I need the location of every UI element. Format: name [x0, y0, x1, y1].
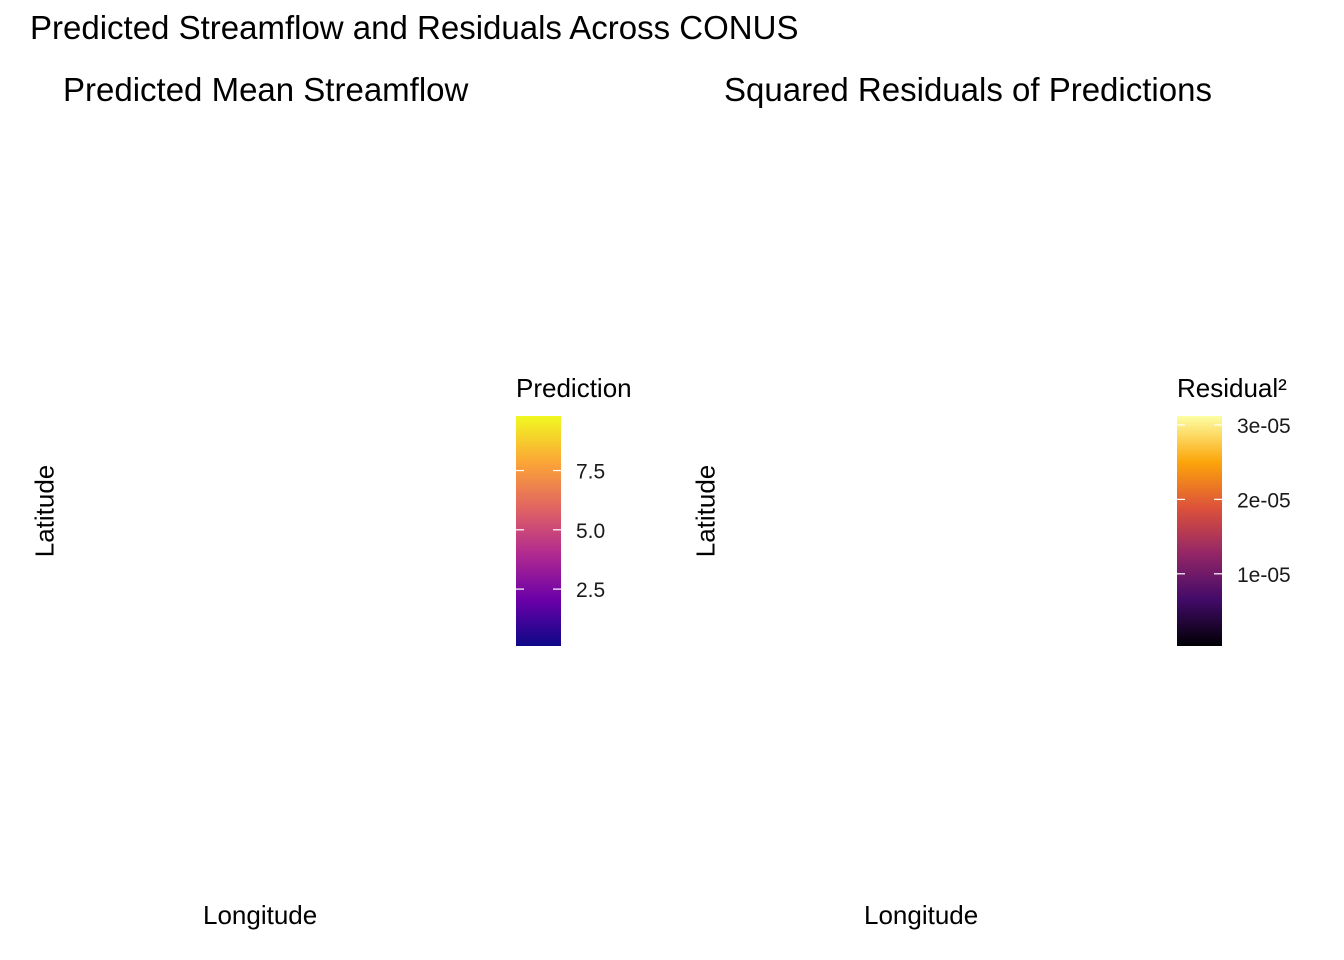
- colorbar-tick-label-residuals-2: 3e-05: [1237, 415, 1291, 438]
- legend-title-residuals: Residual²: [1177, 373, 1287, 403]
- panel-title-residuals: Squared Residuals of Predictions: [724, 71, 1212, 108]
- x-axis-label-residuals: Longitude: [864, 900, 979, 930]
- colorbar-tick-label-residuals-1: 2e-05: [1237, 489, 1291, 512]
- colorbar-tick-label-prediction-0: 2.5: [576, 579, 605, 602]
- colorbar-tick-label-prediction-1: 5.0: [576, 520, 605, 543]
- x-axis-label-prediction: Longitude: [203, 900, 318, 930]
- colorbar-residuals: [1177, 416, 1222, 646]
- colorbar-tick-label-residuals-0: 1e-05: [1237, 564, 1291, 587]
- panel-title-prediction: Predicted Mean Streamflow: [63, 71, 469, 108]
- legend-title-prediction: Prediction: [516, 373, 632, 403]
- colorbar-prediction: [516, 416, 561, 646]
- colorbar-tick-label-prediction-2: 7.5: [576, 461, 605, 484]
- figure-title: Predicted Streamflow and Residuals Acros…: [30, 9, 799, 46]
